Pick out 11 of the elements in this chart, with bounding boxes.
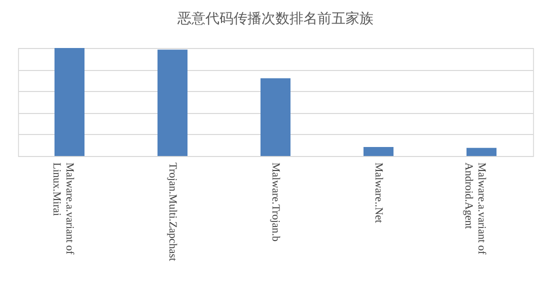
bar: [54, 48, 84, 156]
bar: [466, 148, 496, 156]
x-tick-label: Malware.Trojan.b: [270, 162, 282, 242]
bar: [260, 78, 290, 156]
x-tick-label: Malware..Net: [372, 162, 384, 223]
x-tick-label: Malware.a.variant of Linux.Mirai: [50, 162, 76, 255]
bar: [364, 147, 394, 156]
x-tick-label: Malware.a.variant of Android.Agent: [462, 162, 488, 255]
chart-title: 恶意代码传播次数排名前五家族: [176, 11, 374, 27]
bar: [158, 50, 188, 156]
x-tick-label: Trojan.Multi.Zapchast: [166, 162, 178, 262]
